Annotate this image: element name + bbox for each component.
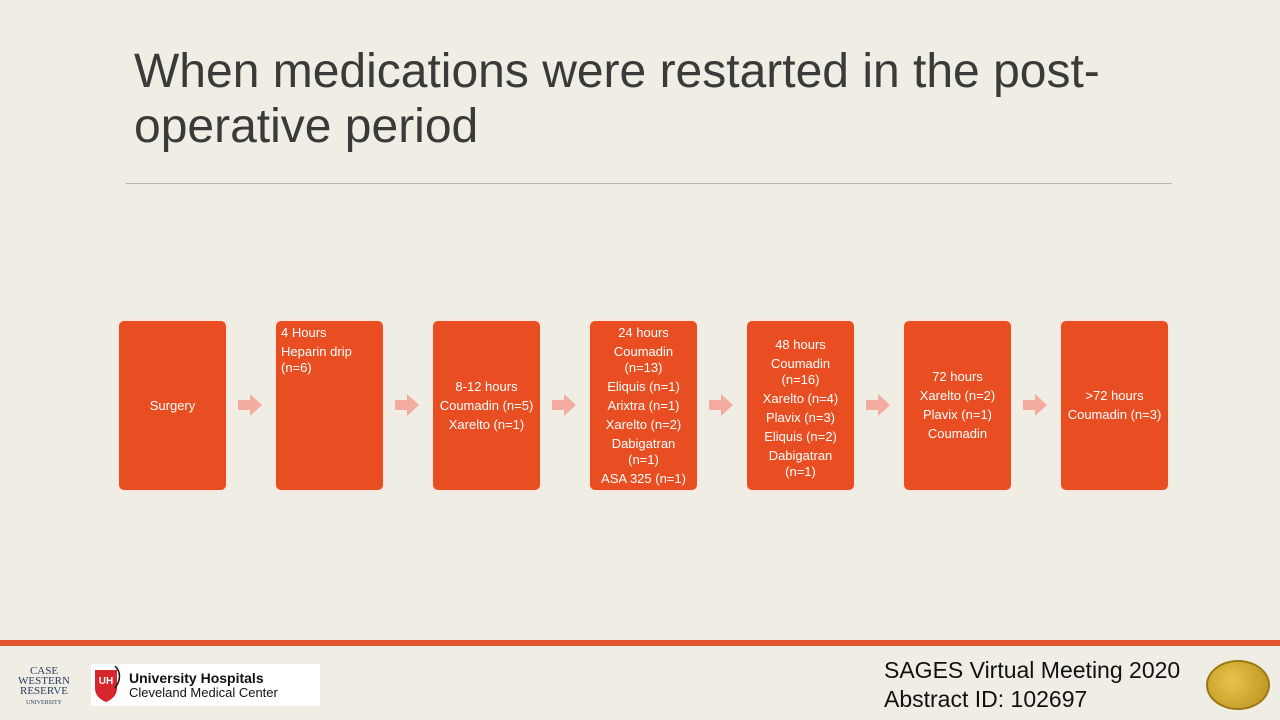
step-medication: Plavix (n=3) xyxy=(766,410,835,425)
step-medication: Coumadin (n=13) xyxy=(613,343,674,375)
university-hospitals-logo: UH University Hospitals Cleveland Medical… xyxy=(91,664,320,706)
step-heading: 8-12 hours xyxy=(455,378,518,394)
step-medication: Coumadin xyxy=(927,426,988,441)
title-divider xyxy=(126,183,1172,184)
timeline-step: 4 Hours Heparin drip (n=6) xyxy=(274,319,385,492)
slide-title: When medications were restarted in the p… xyxy=(134,45,1100,153)
uh-name: University Hospitals xyxy=(129,669,264,686)
sages-seal-icon xyxy=(1206,660,1270,710)
timeline-step: 72 hours Xarelto (n=2) Plavix (n=1) Coumadi… xyxy=(902,319,1013,492)
step-heading: >72 hours xyxy=(1085,388,1144,403)
step-medication: Xarelto (n=2) xyxy=(605,416,682,432)
step-medication: Coumadin (n=5) xyxy=(439,397,534,413)
step-medication: Coumadin (n=3) xyxy=(1067,407,1162,422)
timeline-step: 48 hours Coumadin (n=16) Xarelto (n=4) Plav… xyxy=(745,319,856,492)
step-medication: Eliquis (n=2) xyxy=(764,429,837,444)
step-medication: Dabigatran (n=1) xyxy=(768,448,833,479)
step-medication: Xarelto (n=4) xyxy=(762,391,839,406)
arrow-right-icon xyxy=(1023,394,1047,416)
arrow-right-icon xyxy=(395,394,419,416)
uh-shield-icon: UH xyxy=(95,666,121,702)
timeline-step: Surgery xyxy=(117,319,228,492)
meeting-name: SAGES Virtual Meeting 2020 xyxy=(884,657,1181,683)
svg-text:UH: UH xyxy=(99,676,113,687)
arrow-right-icon xyxy=(238,394,262,416)
step-medication: Xarelto (n=2) xyxy=(919,388,996,403)
step-heading: Surgery xyxy=(149,397,196,413)
step-medication: Eliquis (n=1) xyxy=(607,378,680,394)
step-medication: Heparin drip (n=6) xyxy=(281,344,352,375)
step-medication: Xarelto (n=1) xyxy=(448,416,525,432)
step-heading: 4 Hours xyxy=(281,325,327,340)
step-heading: 72 hours xyxy=(932,369,983,384)
step-medication: Dabigatran (n=1) xyxy=(611,435,676,467)
arrow-right-icon xyxy=(866,394,890,416)
step-medication: Coumadin (n=16) xyxy=(770,356,831,387)
step-heading: 24 hours xyxy=(618,324,669,340)
step-medication: ASA 325 (n=1) xyxy=(601,470,686,486)
timeline-step: 8-12 hours Coumadin (n=5) Xarelto (n=1) xyxy=(431,319,542,492)
timeline-step: 24 hours Coumadin (n=13) Eliquis (n=1) Arix… xyxy=(588,319,699,492)
arrow-right-icon xyxy=(552,394,576,416)
step-medication: Plavix (n=1) xyxy=(923,407,992,422)
step-heading: 48 hours xyxy=(775,337,826,352)
case-western-logo: CASE WESTERN RESERVE UNIVERSITY xyxy=(18,665,70,707)
uh-sub: Cleveland Medical Center xyxy=(129,684,278,700)
step-medication: Arixtra (n=1) xyxy=(607,397,680,413)
abstract-id: Abstract ID: 102697 xyxy=(884,686,1088,712)
footer-accent-bar xyxy=(0,640,1280,646)
arrow-right-icon xyxy=(709,394,733,416)
timeline-step: >72 hours Coumadin (n=3) xyxy=(1059,319,1170,492)
